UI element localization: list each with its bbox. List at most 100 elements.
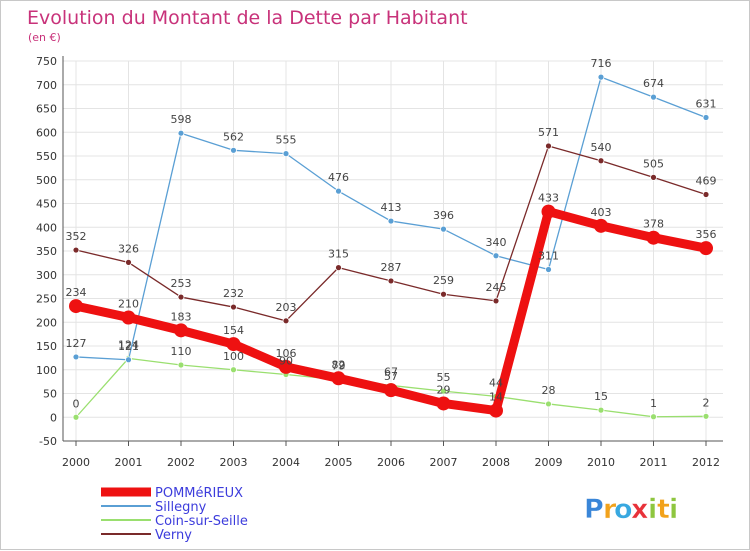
y-tick-label: 200	[36, 316, 57, 329]
data-label: 121	[118, 340, 139, 353]
data-point	[226, 337, 241, 352]
y-tick-label: 750	[36, 55, 57, 68]
data-label: 79	[332, 360, 346, 373]
data-point	[545, 400, 552, 408]
data-point	[436, 396, 451, 411]
x-tick-label: 2005	[325, 456, 353, 469]
data-point	[230, 146, 237, 154]
data-point	[650, 173, 657, 181]
data-label: 259	[433, 274, 454, 287]
data-point	[492, 297, 500, 305]
data-point	[331, 371, 346, 386]
y-tick-label: 500	[36, 174, 57, 187]
data-point	[282, 150, 290, 158]
chart-title: Evolution du Montant de la Dette par Hab…	[27, 7, 468, 29]
data-label: 562	[223, 130, 244, 143]
data-label: 28	[542, 384, 556, 397]
legend-label: POMMéRIEUX	[155, 486, 243, 501]
data-point	[230, 366, 237, 374]
data-label: 413	[381, 201, 402, 214]
data-point	[177, 129, 185, 137]
x-tick-label: 2000	[62, 456, 90, 469]
x-tick-label: 2012	[692, 456, 720, 469]
y-tick-label: 600	[36, 126, 57, 139]
data-point	[384, 383, 398, 398]
y-tick-label: 0	[50, 411, 57, 424]
data-label: 505	[643, 157, 664, 170]
data-label: 631	[696, 98, 717, 111]
data-point	[335, 264, 342, 272]
data-point	[282, 317, 290, 325]
x-tick-label: 2011	[640, 456, 668, 469]
data-point	[440, 290, 447, 298]
data-point	[387, 217, 395, 225]
data-label: 571	[538, 126, 559, 139]
y-tick-label: 700	[36, 79, 57, 92]
data-label: 15	[594, 390, 608, 403]
logo-letter: r	[603, 494, 617, 525]
data-label: 82	[332, 358, 346, 371]
data-point	[440, 387, 447, 395]
data-point	[387, 277, 395, 285]
data-point	[230, 303, 237, 311]
data-label: 127	[66, 337, 87, 350]
y-tick-label: 450	[36, 198, 57, 211]
x-tick-label: 2004	[272, 456, 300, 469]
data-label: 540	[591, 141, 612, 154]
data-point	[125, 356, 132, 364]
data-label: 210	[118, 298, 139, 311]
data-point	[594, 218, 608, 233]
x-tick-label: 2009	[535, 456, 563, 469]
data-label: 716	[591, 57, 612, 70]
y-tick-label: 300	[36, 269, 57, 282]
chart-subtitle: (en €)	[28, 31, 61, 44]
data-point	[702, 114, 710, 121]
y-tick-label: 400	[36, 221, 57, 234]
y-tick-label: 650	[36, 103, 57, 116]
data-label: 311	[538, 250, 559, 263]
data-point	[597, 157, 605, 165]
data-point	[174, 323, 188, 338]
data-label: 154	[223, 324, 244, 337]
legend-label: Sillegny	[155, 500, 207, 515]
data-point	[177, 361, 185, 369]
x-tick-label: 2002	[167, 456, 195, 469]
logo-letter: i	[648, 494, 657, 525]
data-point	[702, 412, 710, 420]
data-label: 44	[489, 376, 503, 389]
data-label: 287	[381, 261, 402, 274]
data-point	[597, 73, 605, 81]
data-label: 356	[696, 228, 717, 241]
data-label: 110	[171, 345, 192, 358]
data-label: 598	[171, 113, 192, 126]
data-point	[125, 258, 132, 266]
data-point	[72, 353, 80, 361]
logo-letter: o	[614, 494, 633, 525]
data-point	[177, 293, 185, 301]
data-label: 476	[328, 171, 349, 184]
data-point	[545, 266, 552, 273]
logo-letter: i	[669, 494, 678, 525]
data-point	[489, 403, 503, 418]
data-point	[702, 191, 710, 198]
data-label: 555	[276, 134, 297, 147]
data-label: 315	[328, 248, 349, 261]
y-tick-label: 350	[36, 245, 57, 258]
data-label: 340	[486, 236, 507, 249]
data-point	[545, 142, 552, 150]
y-tick-label: 550	[36, 150, 57, 163]
data-label: 2	[703, 396, 710, 409]
data-label: 57	[384, 370, 398, 383]
data-label: 55	[437, 371, 451, 384]
data-label: 352	[66, 230, 87, 243]
data-point	[440, 225, 447, 233]
y-tick-label: 250	[36, 293, 57, 306]
x-tick-label: 2003	[220, 456, 248, 469]
data-label: 90	[279, 355, 293, 368]
data-label: 253	[171, 277, 192, 290]
x-tick-label: 2007	[430, 456, 458, 469]
